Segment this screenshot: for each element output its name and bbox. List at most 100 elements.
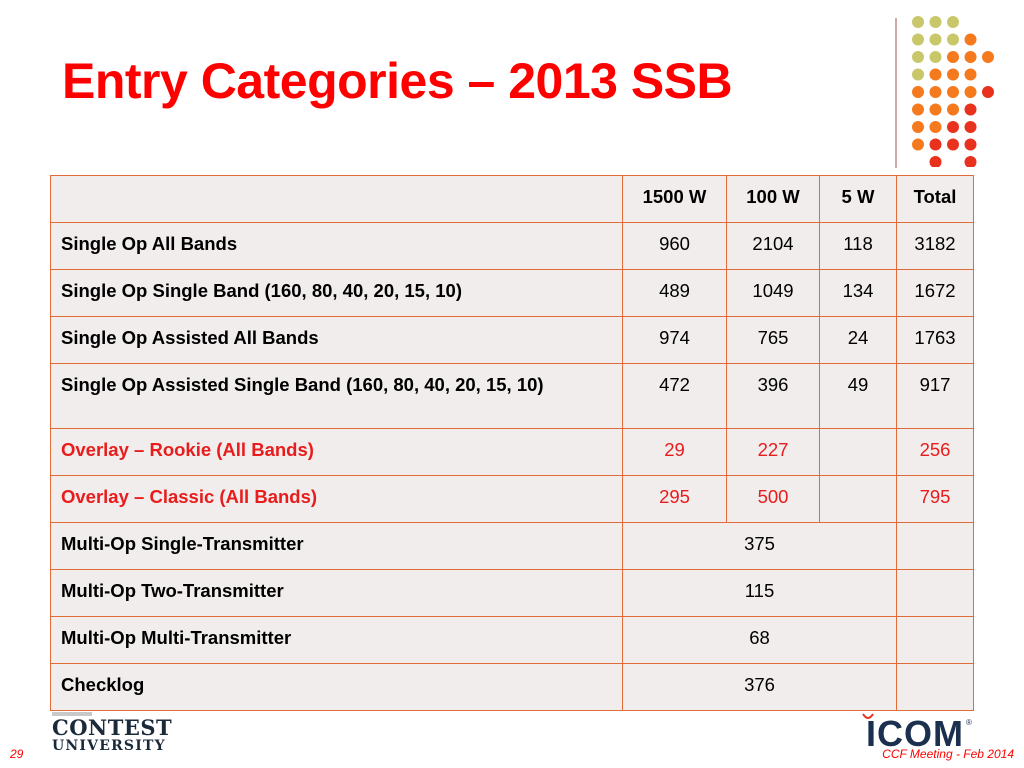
- ornament-dot: [964, 103, 977, 116]
- ornament-dot: [964, 33, 977, 46]
- ornament-dot: [912, 86, 924, 98]
- ornament-dot: [964, 156, 977, 167]
- cell-100w: 500: [726, 475, 820, 523]
- cell-100w: 396: [726, 363, 820, 429]
- table-row: Single Op Assisted All Bands 974 765 24 …: [50, 316, 974, 364]
- logo-bar: [52, 712, 92, 716]
- icom-logo: ICOM: [866, 713, 964, 754]
- table-row-overlay: Overlay – Classic (All Bands) 295 500 79…: [50, 475, 974, 523]
- cell-total: [896, 569, 974, 617]
- ornament-dot: [912, 121, 924, 133]
- entry-categories-table: 1500 W 100 W 5 W Total Single Op All Ban…: [50, 175, 974, 711]
- slide-title: Entry Categories – 2013 SSB: [62, 53, 733, 109]
- table-row: Single Op All Bands 960 2104 118 3182: [50, 222, 974, 270]
- ornament-dot: [929, 51, 942, 63]
- cell-merged-count: 115: [622, 569, 897, 617]
- ornament-dot: [912, 16, 924, 28]
- cell-1500w: 489: [622, 269, 727, 317]
- cell-total: 3182: [896, 222, 974, 270]
- ornament-dot: [947, 33, 959, 46]
- ornament-dot: [982, 51, 994, 63]
- header-cell-100w: 100 W: [726, 175, 820, 223]
- ornament-dot: [982, 86, 994, 98]
- cell-total: 795: [896, 475, 974, 523]
- row-label: Single Op Assisted Single Band (160, 80,…: [50, 363, 623, 429]
- ornament-dot: [947, 68, 959, 81]
- row-label: Multi-Op Single-Transmitter: [50, 522, 623, 570]
- cell-5w: 49: [819, 363, 897, 429]
- cell-5w: 134: [819, 269, 897, 317]
- header-cell-1500w: 1500 W: [622, 175, 727, 223]
- ornament-dot: [912, 68, 924, 81]
- row-label: Multi-Op Two-Transmitter: [50, 569, 623, 617]
- ornament-dot: [929, 86, 942, 98]
- cell-100w: 2104: [726, 222, 820, 270]
- table-row: Single Op Single Band (160, 80, 40, 20, …: [50, 269, 974, 317]
- cell-1500w: 960: [622, 222, 727, 270]
- row-label: Single Op Assisted All Bands: [50, 316, 623, 364]
- ornament-dot: [929, 103, 942, 116]
- logo-line-university: UNIVERSITY: [52, 738, 166, 754]
- cell-merged-count: 375: [622, 522, 897, 570]
- table-row: Multi-Op Multi-Transmitter 68: [50, 616, 974, 664]
- header-cell-empty: [50, 175, 623, 223]
- ornament-dot: [929, 16, 942, 28]
- cell-100w: 227: [726, 428, 820, 476]
- cell-100w: 765: [726, 316, 820, 364]
- row-label: Multi-Op Multi-Transmitter: [50, 616, 623, 664]
- logo-line-contest: CONTEST: [52, 715, 173, 740]
- row-label: Overlay – Rookie (All Bands): [50, 428, 623, 476]
- table-row: Multi-Op Single-Transmitter 375: [50, 522, 974, 570]
- cell-merged-count: 68: [622, 616, 897, 664]
- ornament-dot: [929, 156, 942, 167]
- ornament-dot: [947, 51, 959, 63]
- cell-total: [896, 616, 974, 664]
- ornament-dot: [964, 138, 977, 151]
- row-label: Single Op Single Band (160, 80, 40, 20, …: [50, 269, 623, 317]
- cell-total: 917: [896, 363, 974, 429]
- ornament-dot: [929, 138, 942, 151]
- ornament-dot: [964, 68, 977, 81]
- table-row: Single Op Assisted Single Band (160, 80,…: [50, 363, 974, 429]
- ornament-dot: [947, 121, 959, 133]
- ornament-dot: [912, 103, 924, 116]
- cell-total: 256: [896, 428, 974, 476]
- ornament-dot: [912, 138, 924, 151]
- ornament-dot: [947, 86, 959, 98]
- cell-total: 1763: [896, 316, 974, 364]
- cell-1500w: 472: [622, 363, 727, 429]
- cell-total: [896, 663, 974, 711]
- table-header-row: 1500 W 100 W 5 W Total: [50, 175, 974, 223]
- ornament-dot: [947, 16, 959, 28]
- contest-university-logo: CONTEST UNIVERSITY: [52, 712, 173, 754]
- divider-line: [895, 18, 897, 168]
- ornament-dot: [929, 121, 942, 133]
- cell-merged-count: 376: [622, 663, 897, 711]
- cell-1500w: 295: [622, 475, 727, 523]
- ornament-dot: [929, 68, 942, 81]
- row-label: Single Op All Bands: [50, 222, 623, 270]
- cell-5w: [819, 428, 897, 476]
- ornament-dot: [929, 33, 942, 46]
- cell-1500w: 974: [622, 316, 727, 364]
- ornament-dot: [964, 51, 977, 63]
- table-row: Checklog 376: [50, 663, 974, 711]
- row-label: Checklog: [50, 663, 623, 711]
- ornament-dot: [964, 121, 977, 133]
- ornament-dot: [947, 138, 959, 151]
- cell-total: [896, 522, 974, 570]
- ornament-dot: [964, 86, 977, 98]
- ornament-dot: [947, 103, 959, 116]
- row-label: Overlay – Classic (All Bands): [50, 475, 623, 523]
- cell-total: 1672: [896, 269, 974, 317]
- ornament-dot: [912, 51, 924, 63]
- header-cell-total: Total: [896, 175, 974, 223]
- ornament-dot: [912, 33, 924, 46]
- cell-100w: 1049: [726, 269, 820, 317]
- cell-1500w: 29: [622, 428, 727, 476]
- icom-registered-mark: ®: [966, 718, 972, 727]
- table-row: Multi-Op Two-Transmitter 115: [50, 569, 974, 617]
- page-number: 29: [10, 747, 24, 761]
- header-cell-5w: 5 W: [819, 175, 897, 223]
- dot-grid-ornament: [912, 16, 994, 167]
